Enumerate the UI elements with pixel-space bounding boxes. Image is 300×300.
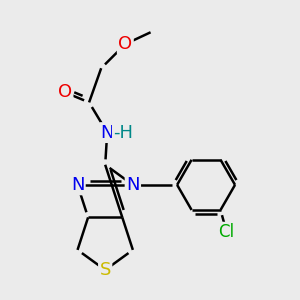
Text: S: S [100, 261, 111, 279]
Text: O: O [58, 83, 72, 101]
Text: N: N [100, 124, 114, 142]
Text: Cl: Cl [218, 223, 235, 241]
Text: -H: -H [113, 124, 133, 142]
Text: O: O [118, 35, 132, 53]
Text: N: N [126, 176, 140, 194]
Text: N: N [71, 176, 84, 194]
